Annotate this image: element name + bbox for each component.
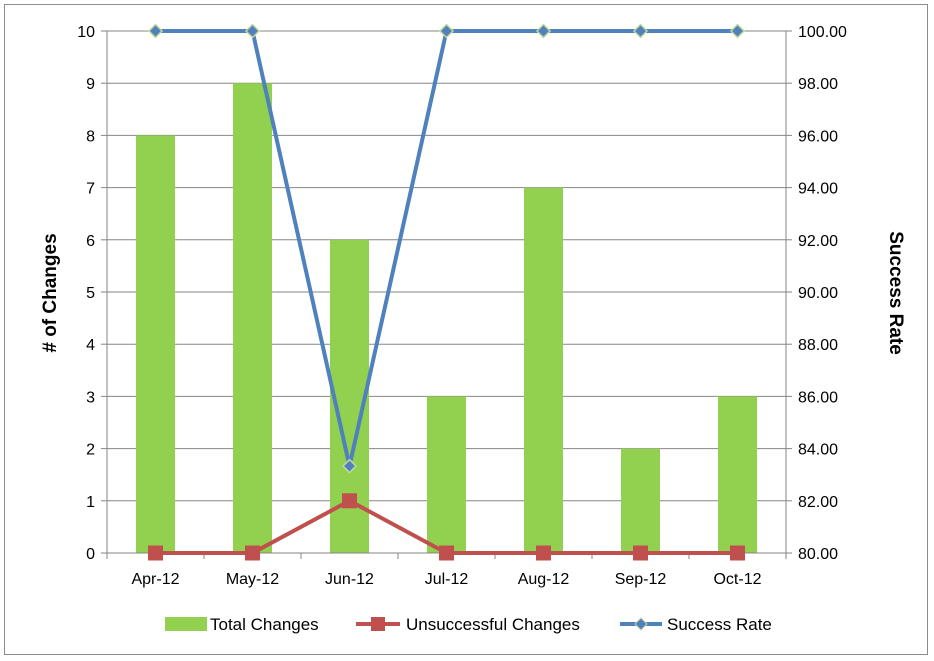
marker-diamond [244,23,261,39]
y2-tick-label: 80.00 [798,546,838,563]
y-tick-label: 3 [86,389,95,406]
marker-square [148,545,163,561]
marker-square [730,545,745,561]
y-tick-label: 2 [86,442,95,459]
y2-tick-label: 92.00 [798,233,838,250]
y2-tick-label: 100.00 [798,24,847,41]
x-tick-label: Oct-12 [713,571,761,588]
y2-tick-label: 96.00 [798,128,838,145]
bar [136,135,175,553]
y2-tick-label: 86.00 [798,389,838,406]
marker-square [342,493,357,509]
x-tick-label: May-12 [226,571,279,588]
marker-diamond [535,23,552,39]
x-tick-label: Jun-12 [325,571,374,588]
bar [524,187,563,553]
x-tick-label: Sep-12 [615,571,667,588]
marker-diamond [341,458,358,474]
bar [718,396,757,553]
tick-labels: 0 1 2 3 4 5 6 7 8 9 10 80.00 82.00 84.00 86.00 88.00 90.… [77,24,847,588]
y2-axis-title: Success Rate [885,231,906,355]
legend-label-success-rate: Success Rate [667,615,772,634]
legend-swatch-total-changes [165,617,207,631]
y2-tick-label: 98.00 [798,76,838,93]
marker-diamond [729,23,746,39]
legend-marker-success-rate [634,617,648,631]
line-series [147,23,746,561]
bar [621,448,660,553]
y2-tick-label: 82.00 [798,494,838,511]
y-tick-label: 8 [86,128,95,145]
y-tick-label: 9 [86,76,95,93]
x-tick-label: Aug-12 [518,571,570,588]
marker-square [536,545,551,561]
marker-square [633,545,648,561]
x-tick-label: Apr-12 [131,571,179,588]
y-tick-label: 5 [86,285,95,302]
y2-tick-label: 84.00 [798,442,838,459]
marker-square [439,545,454,561]
y2-tick-label: 90.00 [798,285,838,302]
y-tick-label: 0 [86,546,95,563]
y-tick-label: 1 [86,494,95,511]
y-tick-label: 10 [77,24,95,41]
x-tick-label: Jul-12 [425,571,469,588]
legend-marker-unsuccessful-changes [371,617,385,631]
y-tick-label: 6 [86,233,95,250]
marker-diamond [632,23,649,39]
bar-series-total-changes [136,83,757,554]
y2-tick-label: 88.00 [798,337,838,354]
marker-diamond [147,23,164,39]
legend-label-unsuccessful-changes: Unsuccessful Changes [406,615,580,634]
y-tick-label: 4 [86,337,95,354]
marker-diamond [438,23,455,39]
y-axis-title: # of Changes [40,233,61,352]
bar [233,83,272,553]
legend-label-total-changes: Total Changes [210,615,319,634]
legend: Total Changes Unsuccessful Changes Success… [165,615,772,634]
y2-tick-label: 94.00 [798,181,838,198]
bar [427,396,466,553]
marker-square [245,545,260,561]
y-tick-label: 7 [86,181,95,198]
